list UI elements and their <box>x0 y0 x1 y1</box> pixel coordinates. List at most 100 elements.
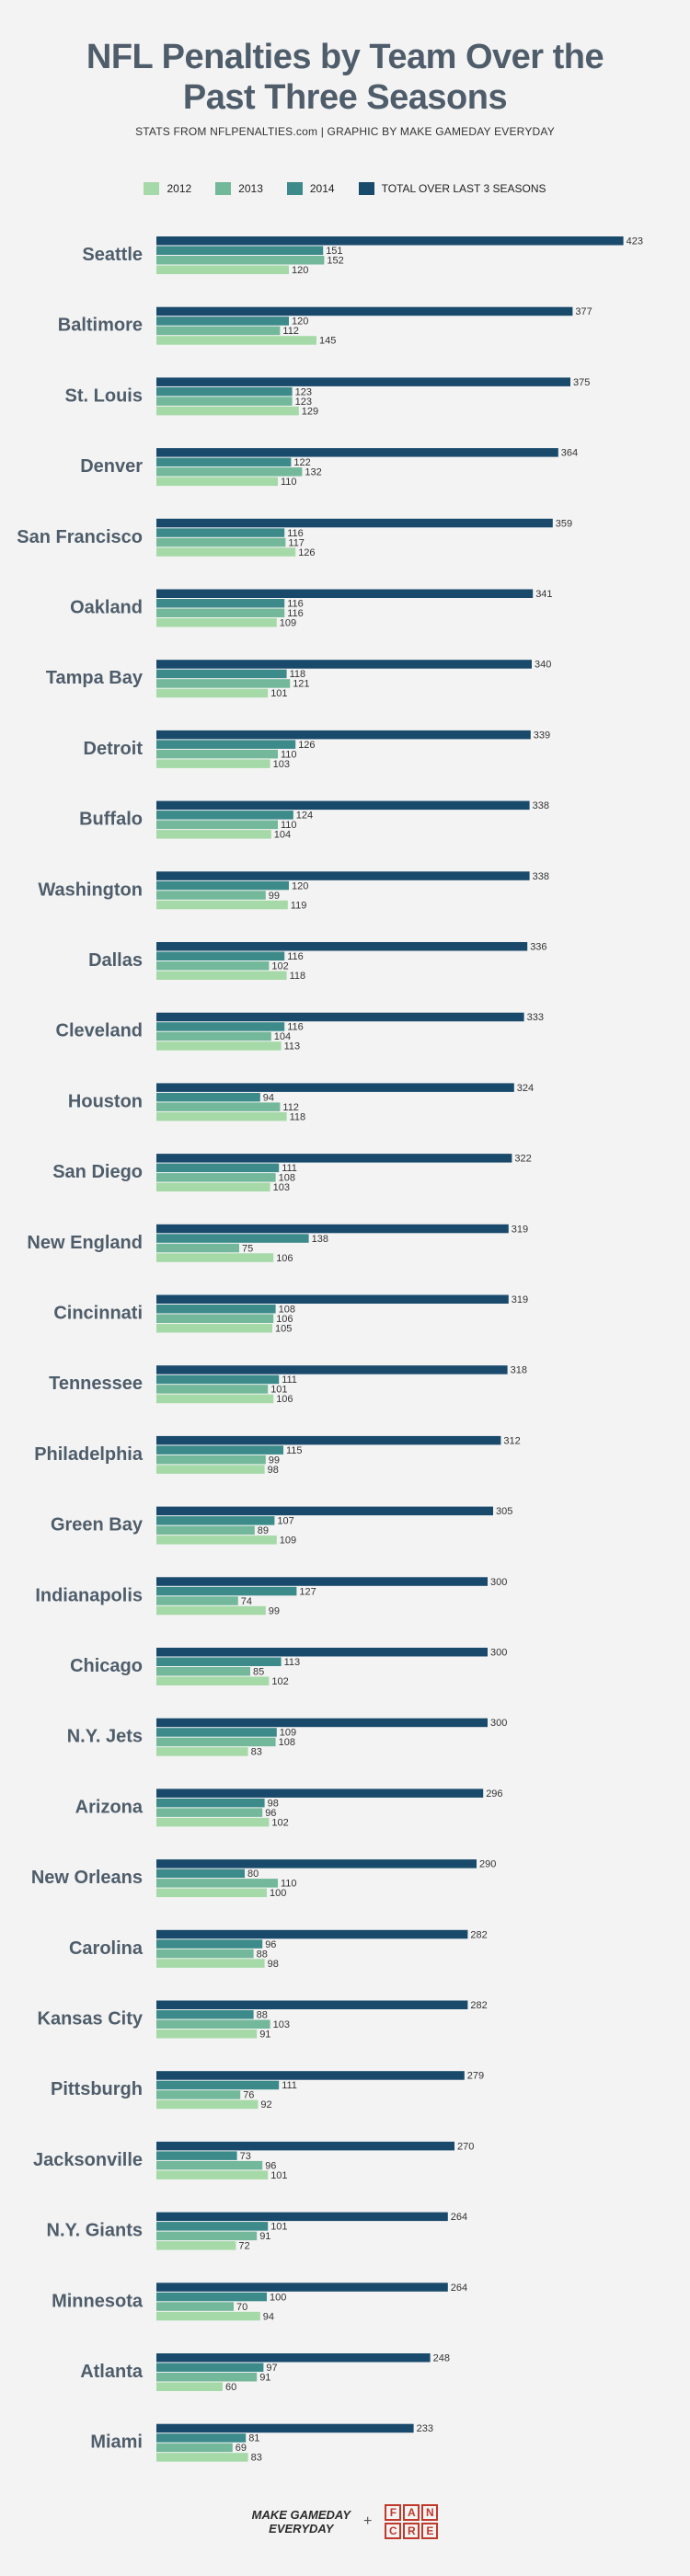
data-label-2013: 89 <box>258 1525 269 1536</box>
data-label-2012: 105 <box>275 1324 292 1335</box>
bar-total <box>156 589 534 598</box>
bar-2012 <box>156 688 269 698</box>
team-label: Baltimore <box>58 316 143 336</box>
bar-2012 <box>156 1605 266 1616</box>
data-label-2012: 83 <box>251 2453 262 2464</box>
brand-logo: MAKE GAMEDAY EVERYDAY <box>252 2508 351 2536</box>
data-label-total: 341 <box>535 589 552 600</box>
bar-total <box>156 871 530 880</box>
data-label-2013: 132 <box>305 467 321 478</box>
data-label-2012: 119 <box>291 900 307 911</box>
team-label: Cleveland <box>56 1021 143 1041</box>
data-label-2013: 108 <box>279 1173 295 1184</box>
data-label-total: 290 <box>479 1859 496 1870</box>
data-label-2014: 124 <box>296 811 313 822</box>
bar-2012 <box>156 1747 248 1756</box>
team-label: Denver <box>80 456 143 477</box>
data-label-2014: 151 <box>326 246 342 257</box>
bar-2014 <box>156 1798 265 1808</box>
bar-2013 <box>156 1314 274 1323</box>
bar-2014 <box>156 1939 263 1949</box>
data-label-2014: 97 <box>266 2363 277 2374</box>
data-label-2013: 85 <box>253 1667 264 1678</box>
data-label-2014: 101 <box>270 2222 287 2233</box>
bar-2014 <box>156 1869 245 1879</box>
data-label-2012: 113 <box>284 1041 301 1052</box>
bar-2013 <box>156 2019 270 2029</box>
team-label: St. Louis <box>65 385 143 406</box>
data-label-total: 264 <box>451 2283 467 2294</box>
team-label: Pittsburgh <box>51 2079 143 2099</box>
data-label-2013: 110 <box>281 1879 297 1890</box>
fancred-letter: E <box>421 2523 439 2539</box>
legend-swatch-2014 <box>286 182 303 195</box>
team-label: Tennessee <box>49 1374 143 1394</box>
bar-2012 <box>156 1324 272 1333</box>
bar-total <box>156 2283 448 2292</box>
data-label-2013: 99 <box>269 891 280 902</box>
data-label-2014: 123 <box>295 386 312 397</box>
data-label-2012: 98 <box>268 1959 279 1970</box>
bar-2013 <box>156 608 285 617</box>
chart-subtitle: STATS FROM NFLPENALTIES.com | GRAPHIC BY… <box>135 125 555 138</box>
bar-2014 <box>156 1305 276 1314</box>
bar-2013 <box>156 820 278 830</box>
data-label-2013: 76 <box>243 2090 254 2101</box>
legend-swatch-total <box>358 182 374 195</box>
data-label-total: 233 <box>417 2423 433 2434</box>
bar-2014 <box>156 1657 282 1666</box>
data-label-2014: 98 <box>268 1798 279 1809</box>
data-label-2014: 94 <box>263 1092 274 1103</box>
bar-2013 <box>156 467 303 477</box>
data-label-total: 423 <box>627 236 643 247</box>
team-label: Carolina <box>69 1938 144 1959</box>
data-label-2013: 108 <box>279 1737 295 1748</box>
title-line-1: NFL Penalties by Team Over the <box>86 38 604 76</box>
bar-2014 <box>156 740 296 749</box>
bar-2012 <box>156 618 277 627</box>
bar-2012 <box>156 1182 270 1192</box>
team-group-indianapolis: Indianapolis 300 127 74 99 <box>35 1577 507 1617</box>
data-label-total: 305 <box>496 1506 512 1517</box>
bar-total <box>156 1365 508 1374</box>
bar-2014 <box>156 457 292 467</box>
data-label-2013: 104 <box>274 1031 291 1042</box>
data-label-total: 319 <box>512 1294 528 1305</box>
bar-2013 <box>156 1243 239 1253</box>
team-label: Cincinnati <box>53 1304 143 1324</box>
data-label-2014: 107 <box>277 1516 293 1527</box>
bar-2014 <box>156 951 285 960</box>
legend-item-total: TOTAL OVER LAST 3 SEASONS <box>358 182 546 195</box>
bar-2014 <box>156 316 289 326</box>
bar-2014 <box>156 1586 297 1596</box>
data-label-2013: 91 <box>259 2373 270 2384</box>
team-group-pittsburgh: Pittsburgh 279 111 76 92 <box>51 2071 484 2111</box>
bar-2013 <box>156 256 325 265</box>
data-label-total: 333 <box>527 1012 544 1023</box>
team-label: N.Y. Giants <box>47 2221 143 2241</box>
bar-total <box>156 1788 484 1798</box>
data-label-2012: 120 <box>292 265 308 276</box>
data-label-2013: 74 <box>241 1596 252 1607</box>
data-label-2014: 116 <box>287 1022 304 1033</box>
bar-2012 <box>156 2099 259 2110</box>
bar-2012 <box>156 2241 236 2250</box>
data-label-2012: 109 <box>280 1535 296 1547</box>
bar-2014 <box>156 811 293 820</box>
data-label-total: 336 <box>530 942 546 953</box>
bar-2014 <box>156 1163 280 1173</box>
bar-2014 <box>156 2433 247 2443</box>
bar-2013 <box>156 749 278 759</box>
bar-2014 <box>156 1022 285 1031</box>
bar-2012 <box>156 1253 274 1262</box>
